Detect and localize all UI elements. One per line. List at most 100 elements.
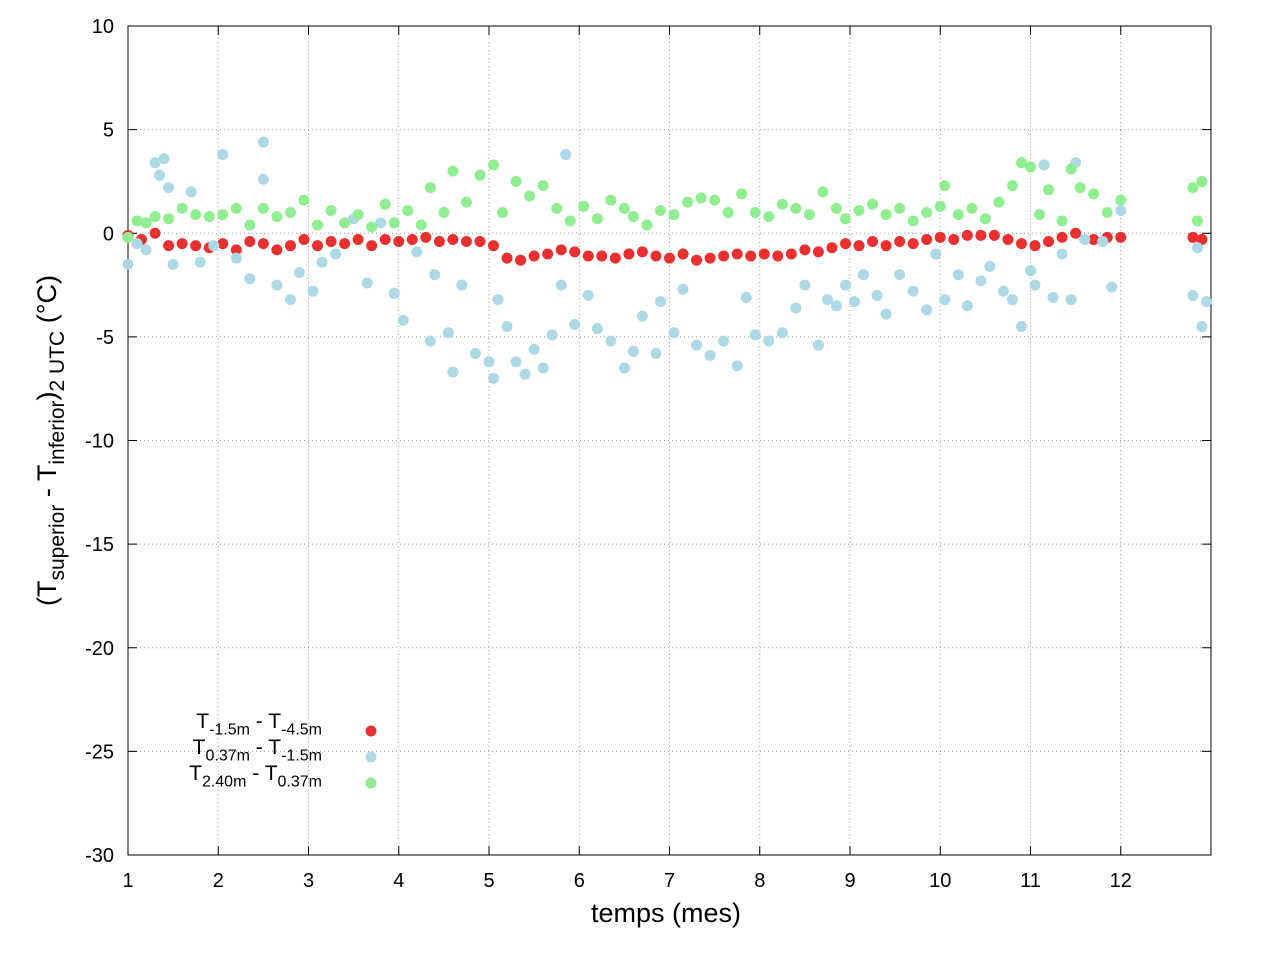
point — [677, 248, 689, 260]
point — [582, 250, 594, 262]
point — [749, 329, 761, 341]
point — [1196, 175, 1208, 187]
point — [763, 211, 775, 223]
point — [921, 233, 933, 245]
point — [1056, 248, 1068, 260]
point — [988, 229, 1000, 241]
y-tick-label: 0 — [103, 223, 114, 245]
point — [163, 213, 175, 225]
point — [528, 250, 540, 262]
point — [312, 240, 324, 252]
point — [488, 240, 500, 252]
point — [316, 256, 328, 268]
subscript: 2 UTC — [46, 331, 69, 392]
point — [1187, 231, 1199, 243]
point — [839, 238, 851, 250]
point — [555, 279, 567, 291]
point — [501, 321, 513, 333]
point — [388, 287, 400, 299]
point — [867, 236, 879, 248]
point — [961, 300, 973, 312]
point — [1187, 289, 1199, 301]
point — [1038, 159, 1050, 171]
point — [551, 202, 563, 214]
point — [718, 335, 730, 347]
y-axis-label: (Tsuperior - Tinferior)2 UTC (°C) — [32, 275, 69, 606]
point — [952, 209, 964, 221]
point — [934, 200, 946, 212]
point — [131, 215, 143, 227]
subscript: -1.5m — [209, 721, 250, 738]
point — [1002, 233, 1014, 245]
point — [578, 200, 590, 212]
point — [307, 285, 319, 297]
point — [510, 356, 522, 368]
point — [163, 182, 175, 194]
point — [1196, 233, 1208, 245]
point — [880, 240, 892, 252]
point — [894, 202, 906, 214]
point — [194, 256, 206, 268]
point — [605, 194, 617, 206]
point — [826, 242, 838, 254]
text-part: - T — [246, 762, 277, 785]
point — [460, 196, 472, 208]
point — [605, 335, 617, 347]
subscript: 2.40m — [202, 773, 246, 790]
subscript: inferior — [46, 400, 69, 464]
point — [1047, 291, 1059, 303]
point — [736, 188, 748, 200]
point — [560, 148, 572, 160]
y-tick-label: 10 — [92, 16, 114, 38]
point — [591, 323, 603, 335]
point — [785, 248, 797, 260]
point — [907, 215, 919, 227]
point — [140, 217, 152, 229]
point — [858, 269, 870, 281]
point — [176, 238, 188, 250]
point — [257, 202, 269, 214]
point — [375, 217, 387, 229]
point — [609, 252, 621, 264]
point — [352, 209, 364, 221]
point — [488, 372, 500, 384]
point — [149, 157, 161, 169]
point — [1025, 265, 1036, 277]
point — [542, 248, 554, 260]
point — [217, 209, 229, 221]
point — [650, 250, 662, 262]
point — [930, 248, 942, 260]
point — [695, 192, 707, 204]
point — [546, 329, 558, 341]
point — [460, 236, 472, 248]
point — [1088, 188, 1100, 200]
point — [257, 136, 269, 148]
point — [650, 347, 662, 359]
point — [749, 207, 761, 219]
point — [312, 219, 324, 231]
point — [830, 300, 842, 312]
point — [799, 244, 811, 256]
point — [474, 169, 486, 181]
point — [442, 327, 454, 339]
point — [438, 207, 450, 219]
point — [1056, 231, 1068, 243]
legend-marker — [365, 725, 377, 737]
point — [1200, 296, 1212, 308]
point — [469, 347, 481, 359]
point — [1056, 215, 1068, 227]
point — [636, 310, 648, 322]
legend-marker — [365, 751, 377, 763]
point — [1106, 281, 1118, 293]
point — [140, 244, 152, 256]
point — [718, 250, 730, 262]
point — [975, 229, 987, 241]
point — [839, 213, 851, 225]
point — [424, 182, 436, 194]
point — [474, 236, 486, 248]
text-part: (T — [32, 581, 62, 606]
point — [1029, 279, 1041, 291]
point — [501, 252, 513, 264]
